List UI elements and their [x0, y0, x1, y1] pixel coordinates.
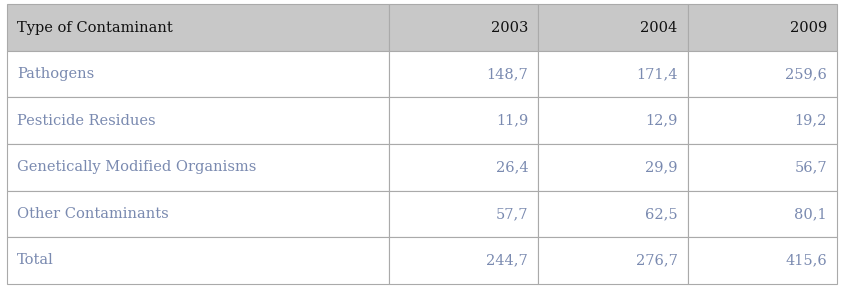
Text: Type of Contaminant: Type of Contaminant — [17, 21, 173, 35]
Bar — [538, 237, 688, 284]
Bar — [389, 97, 538, 144]
Bar — [389, 144, 538, 191]
Bar — [7, 237, 389, 284]
Text: 19,2: 19,2 — [795, 114, 827, 128]
Text: 11,9: 11,9 — [496, 114, 528, 128]
Text: 415,6: 415,6 — [786, 253, 827, 267]
Bar — [389, 51, 538, 97]
Text: 259,6: 259,6 — [785, 67, 827, 81]
Text: 62,5: 62,5 — [645, 207, 678, 221]
Bar — [389, 4, 538, 51]
Bar — [688, 191, 837, 237]
Bar — [7, 97, 389, 144]
Bar — [538, 144, 688, 191]
Bar — [688, 51, 837, 97]
Text: 276,7: 276,7 — [636, 253, 678, 267]
Text: 244,7: 244,7 — [486, 253, 528, 267]
Bar — [389, 191, 538, 237]
Bar — [7, 144, 389, 191]
Bar — [538, 191, 688, 237]
Text: Other Contaminants: Other Contaminants — [17, 207, 169, 221]
Bar — [7, 51, 389, 97]
Text: 2009: 2009 — [790, 21, 827, 35]
Text: 12,9: 12,9 — [646, 114, 678, 128]
Bar — [389, 237, 538, 284]
Text: 26,4: 26,4 — [495, 160, 528, 174]
Bar — [7, 191, 389, 237]
Text: Pathogens: Pathogens — [17, 67, 95, 81]
Bar — [688, 237, 837, 284]
Text: 57,7: 57,7 — [495, 207, 528, 221]
Text: 80,1: 80,1 — [794, 207, 827, 221]
Text: Total: Total — [17, 253, 54, 267]
Text: 56,7: 56,7 — [794, 160, 827, 174]
Text: 2004: 2004 — [641, 21, 678, 35]
Text: 148,7: 148,7 — [486, 67, 528, 81]
Bar — [538, 97, 688, 144]
Bar — [7, 4, 389, 51]
Text: Pesticide Residues: Pesticide Residues — [17, 114, 155, 128]
Bar — [688, 4, 837, 51]
Text: Genetically Modified Organisms: Genetically Modified Organisms — [17, 160, 257, 174]
Text: 171,4: 171,4 — [636, 67, 678, 81]
Bar — [538, 51, 688, 97]
Bar — [688, 144, 837, 191]
Text: 2003: 2003 — [490, 21, 528, 35]
Bar — [538, 4, 688, 51]
Bar — [688, 97, 837, 144]
Text: 29,9: 29,9 — [645, 160, 678, 174]
